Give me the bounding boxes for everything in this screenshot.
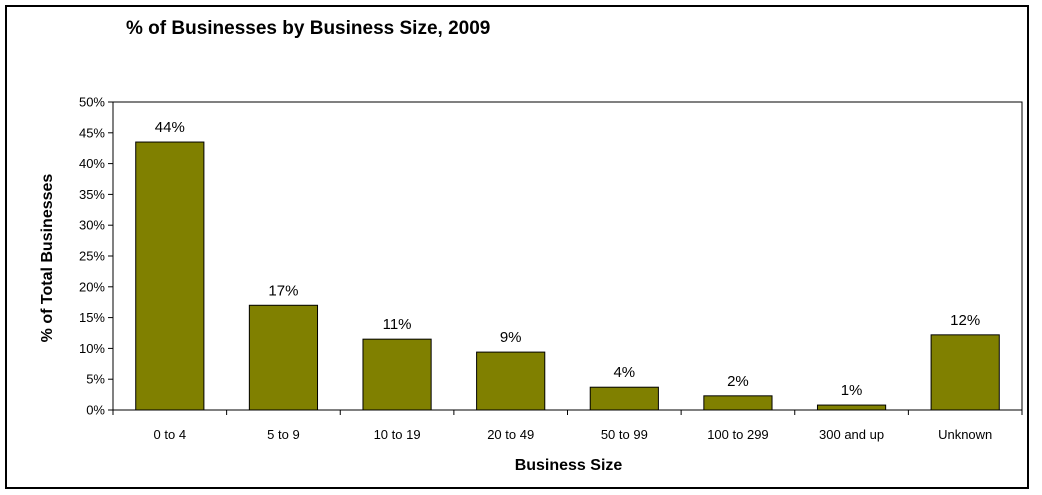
plot-area: 0% 5% 10% 15% 20% 25% 30% 35% 40% 45% 50% 44% 0 to 4… — [79, 95, 1023, 442]
data-label: 4% — [613, 364, 635, 381]
bar — [248, 304, 319, 411]
x-tick-label: 10 to 19 — [374, 427, 421, 442]
bar — [476, 351, 546, 411]
data-label: 17% — [268, 282, 298, 299]
data-label: 1% — [841, 382, 863, 399]
x-tick-label: 0 to 4 — [154, 427, 187, 442]
bar — [816, 404, 887, 411]
bar — [135, 141, 205, 411]
y-tick-label: 0% — [86, 403, 105, 418]
y-tick-label: 5% — [86, 372, 105, 387]
bar — [930, 334, 1000, 411]
y-tick-label: 30% — [79, 218, 105, 233]
y-axis-title: % of Total Businesses — [39, 174, 56, 343]
y-tick-label: 15% — [79, 310, 105, 325]
y-tick-label: 45% — [79, 125, 105, 140]
y-tick-label: 35% — [79, 187, 105, 202]
y-tick-label: 50% — [79, 95, 105, 110]
y-tick-label: 25% — [79, 249, 105, 264]
x-tick-label: 100 to 299 — [707, 427, 768, 442]
x-tick-label: 20 to 49 — [487, 427, 534, 442]
bar — [703, 395, 773, 411]
x-tick-label: 300 and up — [819, 427, 884, 442]
x-tick-label: Unknown — [938, 427, 992, 442]
data-label: 12% — [950, 312, 980, 329]
bar — [589, 386, 659, 411]
x-axis-title: Business Size — [515, 457, 623, 474]
data-label: 9% — [500, 329, 522, 346]
y-tick-label: 10% — [79, 341, 105, 356]
x-tick-label: 50 to 99 — [601, 427, 648, 442]
y-tick-label: 20% — [79, 279, 105, 294]
data-label: 11% — [383, 316, 412, 333]
data-label: 44% — [155, 119, 185, 136]
x-tick-label: 5 to 9 — [267, 427, 300, 442]
y-tick-label: 40% — [79, 156, 105, 171]
bar — [362, 338, 432, 411]
chart-title: % of Businesses by Business Size, 2009 — [126, 18, 491, 39]
data-label: 2% — [727, 373, 749, 390]
